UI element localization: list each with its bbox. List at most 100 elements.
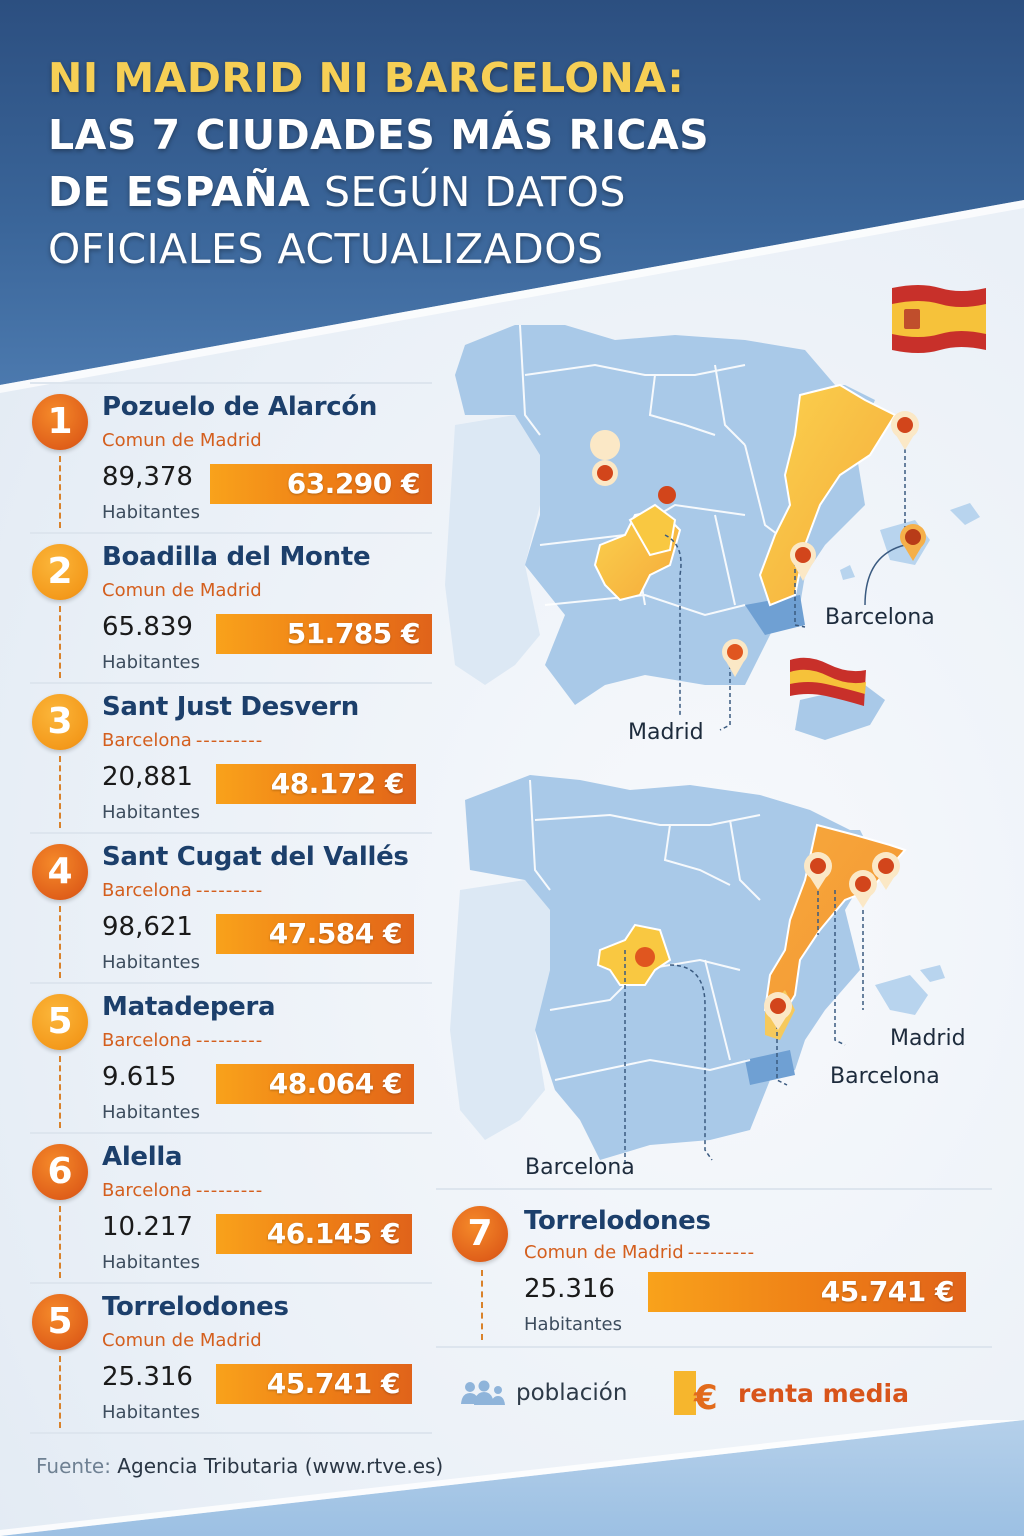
region-text: Barcelona [102, 880, 192, 901]
ranking-item-4: 4 Sant Cugat del Vallés Barcelona -------… [30, 834, 432, 984]
region-text: Barcelona [102, 1180, 192, 1201]
spain-map-bottom [450, 775, 945, 1165]
population-value: 10.217 [102, 1212, 193, 1242]
title-line-2: LAS 7 CIUDADES MÁS RICAS [48, 111, 710, 159]
timeline-connector [481, 1270, 483, 1340]
source-prefix: Fuente: [36, 1454, 111, 1478]
population-value: 20,881 [102, 762, 193, 792]
title-line-3: DE ESPAÑA SEGÚN DATOS [48, 164, 848, 221]
region-dash: --------- [195, 880, 264, 901]
map-label-madrid: Madrid [628, 720, 704, 745]
region-label: Comun de Madrid [102, 430, 266, 451]
region-label: Barcelona --------- [102, 730, 263, 751]
region-dash: --------- [195, 1030, 264, 1051]
map-label-barcelona-bottom: Barcelona [525, 1155, 635, 1180]
rank-badge: 5 [32, 994, 88, 1050]
title-line-3-bold: DE ESPAÑA [48, 168, 311, 216]
region-label: Barcelona --------- [102, 880, 263, 901]
region-text: Barcelona [102, 1030, 192, 1051]
region-text: Comun de Madrid [102, 1330, 262, 1351]
people-icon [461, 1380, 505, 1405]
population-value: 25.316 [524, 1274, 615, 1304]
svg-text:€: € [693, 1378, 718, 1417]
city-name: Alella [102, 1142, 183, 1172]
map-label-barcelona-right: Barcelona [830, 1064, 940, 1089]
income-bar: 48.064 € [216, 1064, 414, 1104]
income-bar: 45.741 € [216, 1364, 412, 1404]
rank-badge: 4 [32, 844, 88, 900]
population-label: Habitantes [102, 1252, 200, 1273]
timeline-connector [59, 456, 61, 528]
city-name: Sant Cugat del Vallés [102, 842, 409, 872]
population-label: Habitantes [102, 652, 200, 673]
ranking-item-1: 1 Pozuelo de Alarcón Comun de Madrid 89,… [30, 382, 432, 534]
region-label: Comun de Madrid [102, 580, 266, 601]
region-text: Comun de Madrid [102, 430, 262, 451]
population-value: 89,378 [102, 462, 193, 492]
timeline-connector [59, 756, 61, 828]
ranking-item-6: 6 Alella Barcelona --------- 10.217 Habit… [30, 1134, 432, 1284]
timeline-connector [59, 906, 61, 978]
city-name: Boadilla del Monte [102, 542, 371, 572]
population-value: 65.839 [102, 612, 193, 642]
region-text: Comun de Madrid [524, 1242, 684, 1263]
ranking-item-5: 5 Matadepera Barcelona --------- 9.615 Ha… [30, 984, 432, 1134]
income-bar: 63.290 € [210, 464, 432, 504]
timeline-connector [59, 1356, 61, 1428]
region-text: Comun de Madrid [102, 580, 262, 601]
map-top: Barcelona Madrid [445, 305, 1005, 745]
spain-flag-icon-small [788, 656, 868, 712]
map-pin-icon [635, 852, 900, 1030]
region-text: Barcelona [102, 730, 192, 751]
rank-badge: 2 [32, 544, 88, 600]
region-dash: --------- [195, 730, 264, 751]
legend-item-population: población [460, 1368, 627, 1418]
source-body: Agencia Tributaria (www.rtve.es) [110, 1454, 444, 1478]
city-name: Torrelodones [524, 1206, 711, 1236]
population-label: Habitantes [102, 502, 200, 523]
population-label: Habitantes [102, 1402, 200, 1423]
ranking-item-3: 3 Sant Just Desvern Barcelona --------- 2… [30, 684, 432, 834]
ranking-item-2: 2 Boadilla del Monte Comun de Madrid 65.… [30, 534, 432, 684]
income-bar: 47.584 € [216, 914, 414, 954]
timeline-connector [59, 1206, 61, 1278]
city-name: Matadepera [102, 992, 276, 1022]
region-label: Comun de Madrid --------- [524, 1242, 755, 1263]
rank-badge: 7 [452, 1206, 508, 1262]
city-name: Pozuelo de Alarcón [102, 392, 378, 422]
city-name: Sant Just Desvern [102, 692, 359, 722]
euro-icon: € [674, 1371, 718, 1417]
region-dash: --------- [687, 1242, 756, 1263]
rank-badge: 1 [32, 394, 88, 450]
population-label: Habitantes [524, 1314, 622, 1335]
ranking-list: 1 Pozuelo de Alarcón Comun de Madrid 89,… [30, 382, 432, 1434]
ranking-item-rank7: 7 Torrelodones Comun de Madrid --------- … [436, 1188, 992, 1348]
population-label: Habitantes [102, 1102, 200, 1123]
ranking-item-7: 5 Torrelodones Comun de Madrid 25.316 Ha… [30, 1284, 432, 1434]
spain-flag-icon [890, 282, 988, 360]
map-bottom: Madrid Barcelona Barcelona [450, 760, 1010, 1180]
map-pin-icon [590, 411, 926, 677]
region-label: Barcelona --------- [102, 1180, 263, 1201]
population-value: 9.615 [102, 1062, 177, 1092]
population-value: 25.316 [102, 1362, 193, 1392]
map-label-barcelona: Barcelona [825, 605, 935, 630]
legend-item-income: € renta media [674, 1368, 909, 1418]
region-dash: --------- [195, 1180, 264, 1201]
title-line-1: NI MADRID NI BARCELONA: [48, 54, 685, 102]
rank-badge: 3 [32, 694, 88, 750]
timeline-connector [59, 606, 61, 678]
legend-income-label: renta media [738, 1378, 909, 1408]
rank-badge: 5 [32, 1294, 88, 1350]
legend-population-label: población [516, 1380, 628, 1406]
income-bar: 45.741 € [648, 1272, 966, 1312]
income-bar: 48.172 € [216, 764, 416, 804]
income-bar: 46.145 € [216, 1214, 412, 1254]
legend: población € renta media [460, 1368, 980, 1418]
spain-map-top [445, 324, 980, 740]
timeline-connector [59, 1056, 61, 1128]
source-note: Fuente: Agencia Tributaria (www.rtve.es) [36, 1454, 443, 1478]
page-title: NI MADRID NI BARCELONA: LAS 7 CIUDADES M… [48, 50, 848, 278]
income-bar: 51.785 € [216, 614, 432, 654]
population-label: Habitantes [102, 802, 200, 823]
